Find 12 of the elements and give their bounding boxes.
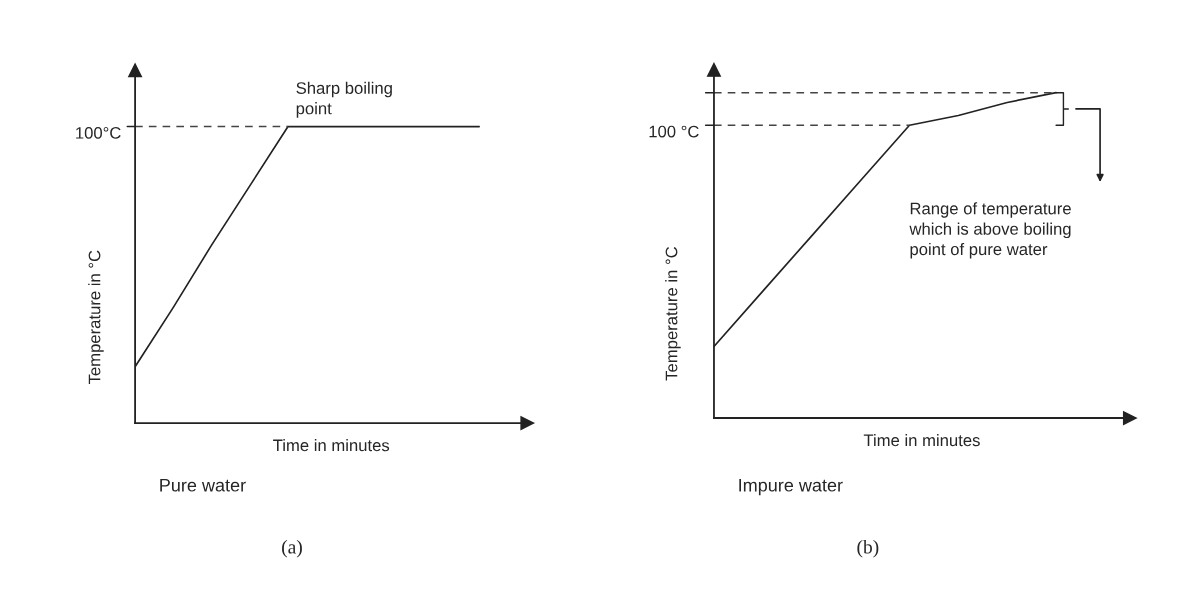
y-axis-title: Temperature in °C (665, 246, 681, 381)
y-axis-title: Temperature in °C (88, 250, 104, 385)
text: Impure water (739, 479, 843, 496)
text: (b) (857, 539, 879, 558)
text: Pure water (160, 479, 246, 492)
ref-line-label: 100°C (76, 126, 121, 139)
ref-line-label: 100 °C (649, 125, 699, 138)
x-axis-title: Time in minutes (863, 433, 980, 447)
x-axis-title: Time in minutes (273, 439, 390, 452)
text: (a) (282, 539, 302, 558)
annotation: Range of temperature which is above boiling point of pure water (909, 202, 1071, 259)
text: Sharp boiling point (296, 81, 392, 118)
